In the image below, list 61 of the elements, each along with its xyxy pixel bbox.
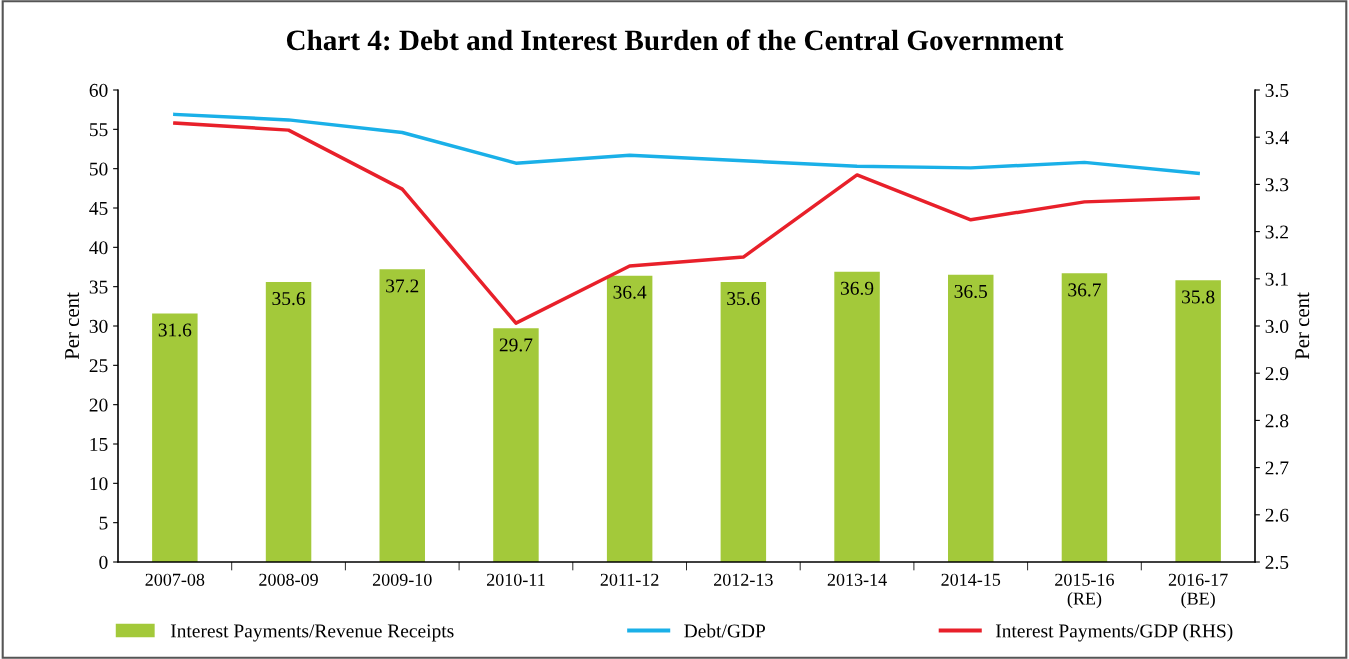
y2-tick-label: 3.2	[1265, 225, 1288, 239]
bar	[1175, 280, 1221, 562]
y-tick-label: 60	[89, 83, 108, 97]
bar	[948, 274, 994, 562]
legend-label: Interest Payments/Revenue Receipts	[170, 624, 454, 642]
y-tick-label: 5	[99, 516, 108, 530]
line-series	[173, 112, 1200, 176]
x-tick-label: 2016-17 (BE)	[1168, 573, 1228, 609]
x-tick-label: 2012-13	[714, 573, 773, 586]
data-label: 36.9	[840, 281, 874, 295]
y2-tick-label: 2.9	[1265, 367, 1289, 381]
y2-tick-label: 2.5	[1265, 555, 1289, 570]
bar	[379, 269, 425, 562]
data-label: 37.2	[386, 279, 419, 293]
y2-tick-label: 3.0	[1265, 319, 1289, 334]
y2-tick-label: 3.3	[1265, 178, 1289, 192]
y-axis-title: Per cent	[65, 292, 80, 360]
x-tick-label: 2015-16 (RE)	[1055, 573, 1114, 609]
bar	[1061, 273, 1108, 562]
y2-tick-label: 3.1	[1265, 272, 1288, 286]
bar	[493, 328, 539, 562]
y-tick-label: 20	[89, 398, 108, 412]
data-label: 35.8	[1182, 290, 1215, 304]
legend-label: Debt/GDP	[684, 623, 766, 638]
x-tick-label: 2013-14	[827, 573, 887, 586]
y-tick-label: 0	[99, 555, 108, 569]
legend-label: Interest Payments/GDP (RHS)	[995, 623, 1233, 642]
y-tick-label: 55	[89, 123, 108, 137]
chart-title: Chart 4: Debt and Interest Burden of the Central Government	[286, 29, 1064, 51]
y-tick-label: 35	[89, 280, 108, 294]
bar	[265, 281, 312, 562]
y-tick-label: 45	[89, 201, 108, 215]
data-label: 36.5	[954, 284, 987, 299]
x-tick-label: 2009-10	[372, 573, 432, 586]
data-label: 31.6	[158, 323, 192, 337]
bar	[834, 271, 880, 562]
x-tick-label: 2014-15	[941, 573, 1001, 586]
y-tick-label: 25	[89, 359, 108, 373]
bar	[606, 275, 653, 562]
data-label: 36.4	[613, 285, 647, 299]
y-tick-label: 15	[90, 437, 108, 451]
data-label: 36.7	[1068, 283, 1101, 297]
x-tick-label: 2007-08	[145, 573, 205, 586]
y-tick-label: 30	[89, 319, 108, 333]
y2-tick-label: 2.7	[1265, 461, 1289, 475]
bar	[152, 313, 198, 562]
y-tick-label: 40	[89, 241, 108, 255]
data-label: 35.6	[727, 292, 760, 306]
y-tick-label: 50	[89, 162, 108, 176]
y2-tick-label: 2.6	[1265, 508, 1289, 522]
x-tick-label: 2011-12	[600, 573, 659, 586]
y2-axis-title: Per cent	[1295, 292, 1310, 360]
y2-tick-label: 2.8	[1265, 414, 1289, 428]
x-tick-label: 2010-11	[486, 573, 545, 586]
data-label: 29.7	[499, 338, 533, 352]
y-tick-label: 10	[90, 477, 108, 491]
y2-tick-label: 3.5	[1265, 83, 1289, 98]
data-label: 35.6	[272, 292, 305, 306]
y2-tick-label: 3.4	[1265, 131, 1289, 145]
bar	[720, 281, 767, 562]
x-tick-label: 2008-09	[259, 573, 318, 586]
